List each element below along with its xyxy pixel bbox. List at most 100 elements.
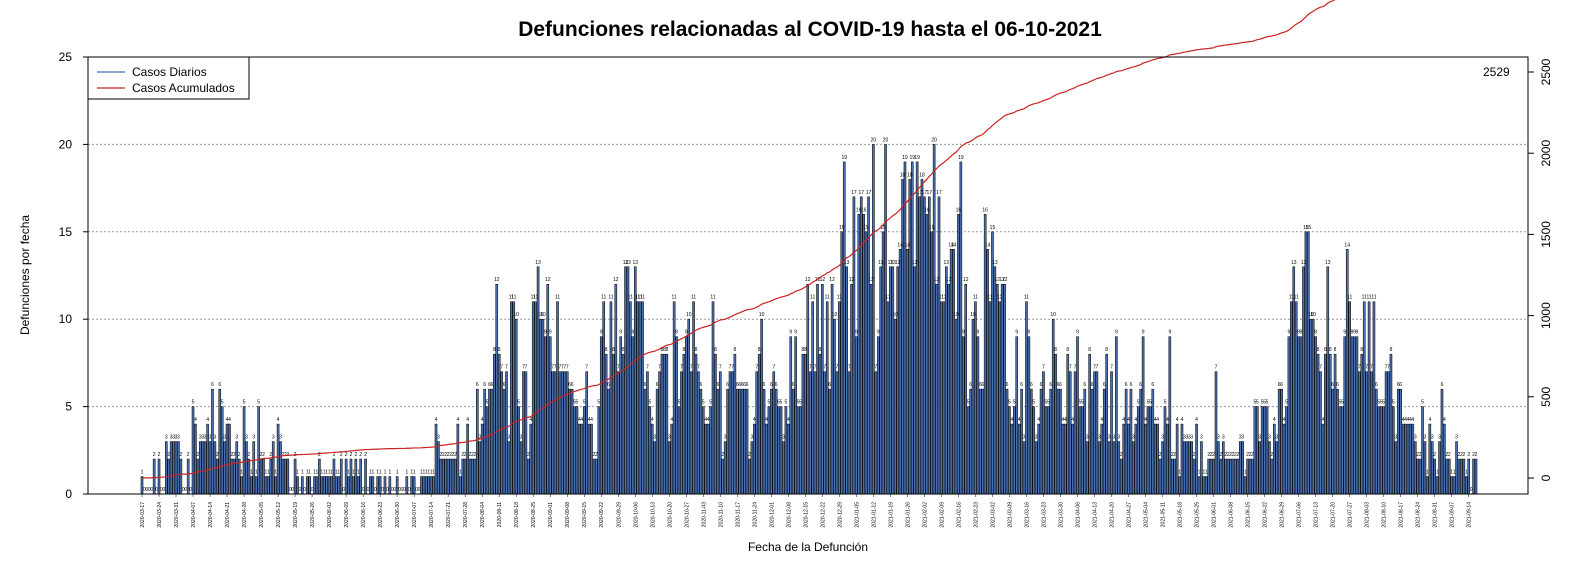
bar: [991, 231, 994, 495]
bar: [1219, 458, 1223, 495]
bar-label: 6: [656, 382, 659, 388]
bar: [891, 266, 895, 495]
bar: [264, 476, 268, 495]
bar-label: 6: [488, 382, 491, 388]
bar-label: 11: [601, 295, 606, 301]
bar-label: 4: [1409, 417, 1412, 423]
bar-label: 11: [837, 295, 842, 301]
x-tick-label: 2020-11-24: [752, 502, 758, 527]
x-tick-label: 2021-08-17: [1399, 502, 1405, 528]
bar: [920, 179, 924, 495]
bar: [1217, 441, 1220, 495]
bar: [1399, 388, 1402, 495]
bar: [1277, 388, 1281, 495]
bar: [1324, 353, 1327, 495]
bar: [1110, 371, 1113, 495]
x-tick-label: 2021-06-29: [1280, 502, 1286, 528]
bar-label: 4: [588, 417, 591, 423]
bar-label: 1: [369, 470, 372, 476]
bar-label: 9: [1314, 330, 1317, 336]
bar-label: 4: [1195, 417, 1198, 423]
bar: [1173, 458, 1176, 495]
bar-label: 1: [308, 470, 311, 476]
bar: [1166, 423, 1169, 495]
bar: [1452, 476, 1456, 495]
x-tick-label: 2021-02-09: [939, 502, 945, 528]
bar-label: 1: [379, 470, 382, 476]
bar-label: 4: [590, 417, 593, 423]
bar: [1287, 336, 1291, 495]
bar-label: 0: [386, 487, 389, 493]
bar-label: 3: [1438, 435, 1441, 441]
bar: [937, 196, 941, 495]
bar: [687, 318, 691, 495]
bar: [709, 406, 712, 495]
bar-label: 5: [243, 400, 246, 406]
bar: [1309, 318, 1313, 495]
bar-label: 1: [267, 470, 270, 476]
bar-label: 7: [823, 365, 826, 371]
bar: [1134, 423, 1138, 495]
bar: [1248, 458, 1252, 495]
bar-label: 2: [748, 452, 751, 458]
bar-label: 2: [595, 452, 598, 458]
bar-label: 9: [794, 330, 797, 336]
bar-label: 11: [1289, 295, 1294, 301]
bar: [723, 441, 727, 495]
bar-label: 6: [1280, 382, 1283, 388]
bar: [677, 406, 681, 495]
bar: [1192, 458, 1196, 495]
bar: [1013, 406, 1016, 495]
bar-label: 4: [194, 417, 197, 423]
bar-label: 1: [325, 470, 328, 476]
bar-label: 4: [787, 417, 790, 423]
bar: [352, 476, 355, 495]
x-tick-label: 2021-06-22: [1263, 502, 1269, 528]
bar: [561, 371, 564, 495]
bar: [1416, 458, 1419, 495]
bar-label: 20: [931, 137, 937, 143]
bar: [551, 371, 554, 495]
bar: [208, 441, 212, 495]
bar: [760, 318, 763, 495]
bar: [1073, 371, 1077, 495]
bar-label: 8: [1317, 347, 1320, 353]
bar: [988, 301, 992, 495]
bar-label: 2: [1227, 452, 1230, 458]
bar-label: 9: [976, 330, 979, 336]
bar: [862, 214, 865, 495]
bar: [770, 388, 773, 495]
bar: [794, 336, 797, 495]
bar: [609, 301, 613, 495]
bar: [1338, 406, 1342, 495]
bar-label: 12: [494, 277, 500, 283]
bar-label: 4: [1181, 417, 1184, 423]
bar-label: 2: [248, 452, 251, 458]
bar-label: 1: [420, 470, 423, 476]
bar: [1353, 336, 1356, 495]
bar-label: 7: [719, 365, 722, 371]
bar-label: 15: [839, 225, 845, 231]
bar-label: 1: [376, 470, 379, 476]
bar-label: 3: [1241, 435, 1244, 441]
bar: [1438, 441, 1441, 495]
y-tick-label: 25: [59, 50, 73, 64]
bar-label: 2: [153, 452, 156, 458]
bar-label: 4: [456, 417, 459, 423]
bar-label: 5: [573, 400, 576, 406]
bar: [1384, 371, 1388, 495]
bar: [765, 423, 768, 495]
bar: [1450, 476, 1453, 495]
bar-label: 11: [608, 295, 613, 301]
x-axis: 2020-03-17 2020-03-24 2020-03-31 2020-04-07…: [140, 494, 1473, 528]
bar: [796, 406, 800, 495]
bar-label: 1: [301, 470, 304, 476]
bar-label: 10: [1308, 312, 1314, 318]
bar: [1095, 371, 1099, 495]
bar-label: 5: [1341, 400, 1344, 406]
bar-label: 2: [527, 452, 530, 458]
bar-label: 7: [848, 365, 851, 371]
bar: [587, 423, 591, 495]
bar: [259, 458, 263, 495]
x-tick-label: 2021-05-04: [1144, 502, 1150, 528]
